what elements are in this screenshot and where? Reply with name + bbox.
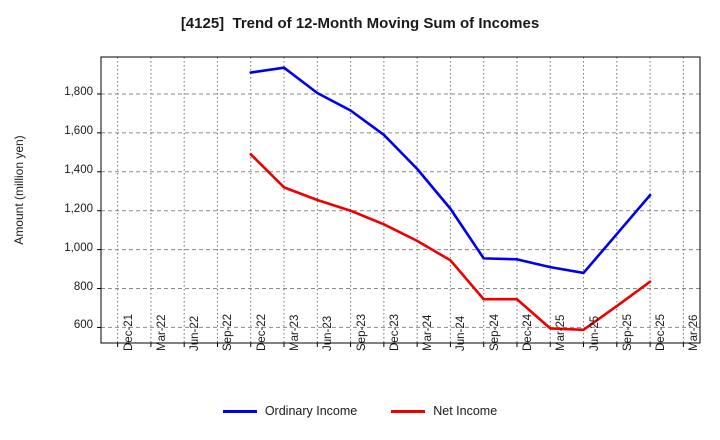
y-axis-tick-label: 1,600 — [64, 124, 93, 137]
x-axis-tick-label: Jun-25 — [588, 315, 601, 351]
y-axis-tick-label: 1,400 — [64, 163, 93, 176]
x-axis-tick-label: Dec-21 — [122, 313, 135, 351]
x-axis-tick-label: Mar-24 — [422, 314, 435, 351]
x-axis-tick-label: Sep-22 — [222, 313, 235, 351]
y-axis-tick-label: 1,200 — [64, 202, 93, 215]
axis-ticks — [97, 93, 684, 347]
legend-item[interactable]: Net Income — [391, 404, 497, 418]
x-axis-tick-label: Sep-25 — [621, 313, 634, 351]
legend-color-swatch — [391, 409, 426, 413]
plot-frame — [100, 56, 701, 344]
y-axis-tick-label: 600 — [73, 319, 93, 332]
gridlines — [101, 57, 700, 343]
x-axis-tick-label: Dec-24 — [521, 313, 534, 351]
x-axis-tick-label: Dec-23 — [388, 313, 401, 351]
y-axis-tick-label: 1,000 — [64, 241, 93, 254]
x-axis-tick-label: Mar-22 — [155, 314, 168, 351]
x-axis-tick-label: Jun-24 — [455, 315, 468, 351]
chart-title: [4125] Trend of 12-Month Moving Sum of I… — [180, 15, 540, 32]
x-axis-tick-label: Dec-25 — [655, 313, 668, 351]
x-axis-tick-label: Mar-26 — [688, 314, 701, 351]
legend-color-swatch — [222, 409, 257, 413]
legend-item[interactable]: Ordinary Income — [222, 404, 358, 418]
x-axis-tick-label: Sep-24 — [488, 313, 501, 351]
x-axis-tick-label: Sep-23 — [355, 313, 368, 351]
chart-legend: Ordinary Income Net Income — [0, 404, 720, 418]
x-axis-tick-label: Jun-23 — [322, 315, 335, 351]
x-axis-tick-label: Jun-22 — [189, 315, 202, 351]
x-axis-tick-label: Mar-23 — [289, 314, 302, 351]
x-axis-tick-label: Mar-25 — [555, 314, 568, 351]
series-line — [249, 152, 652, 332]
y-axis-tick-label: 1,800 — [64, 85, 93, 98]
series-line — [249, 66, 652, 275]
x-axis-tick-label: Dec-22 — [255, 313, 268, 351]
y-axis-tick-label: 800 — [73, 280, 93, 293]
legend-label: Net Income — [433, 404, 498, 418]
legend-label: Ordinary Income — [264, 404, 358, 418]
data-series — [249, 66, 652, 332]
